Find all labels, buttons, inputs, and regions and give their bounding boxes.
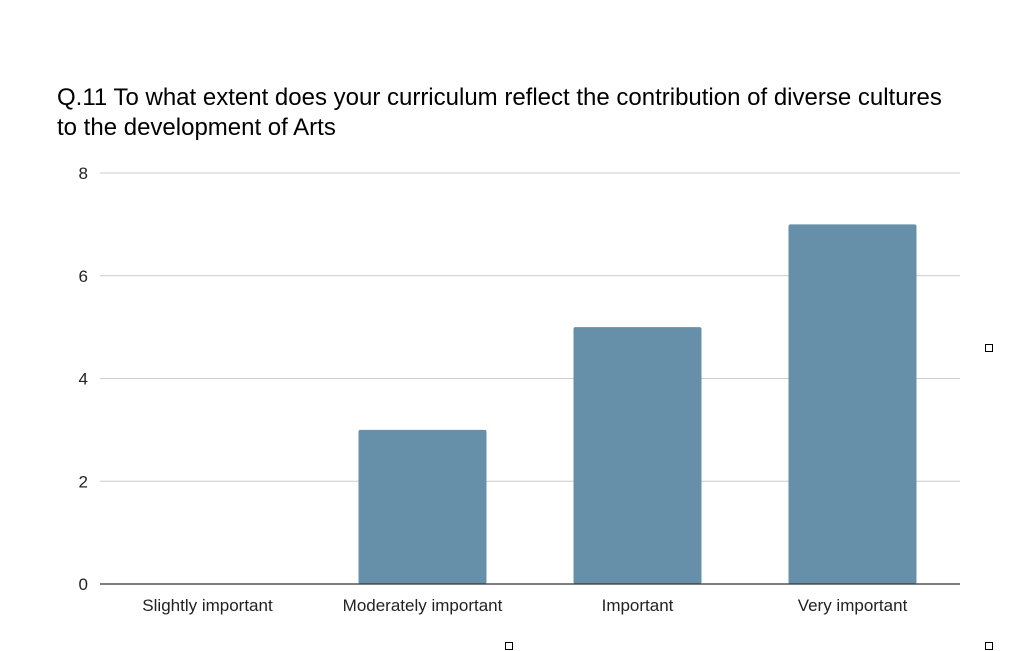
y-tick-label: 0 <box>79 575 88 594</box>
y-tick-label: 4 <box>79 370 88 389</box>
bar <box>358 429 487 584</box>
bar <box>573 327 702 584</box>
x-category-label: Very important <box>798 596 908 615</box>
labels: 0 2 4 6 8 Slightly important Moderately import… <box>79 164 908 615</box>
corner-marker-bottom-center <box>505 642 513 650</box>
y-tick-label: 6 <box>79 267 88 286</box>
bar <box>788 224 917 584</box>
chart-title: Q.11 To what extent does your curriculum… <box>57 84 942 141</box>
bars <box>358 224 917 584</box>
x-category-label: Important <box>602 596 674 615</box>
corner-marker-bottom-right <box>985 642 993 650</box>
y-tick-label: 8 <box>79 164 88 183</box>
y-tick-label: 2 <box>79 472 88 491</box>
corner-marker-right <box>985 344 993 352</box>
x-category-label: Moderately important <box>343 596 503 615</box>
x-category-label: Slightly important <box>142 596 273 615</box>
